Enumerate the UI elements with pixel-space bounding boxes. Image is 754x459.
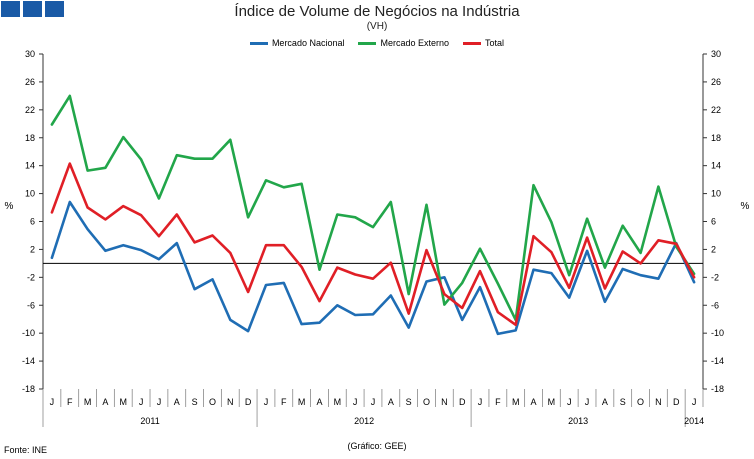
y-tick-label-right: -18 xyxy=(711,384,724,394)
chart-legend: Mercado Nacional Mercado Externo Total xyxy=(0,38,754,48)
x-tick-label: J xyxy=(157,397,162,407)
x-tick-label: M xyxy=(298,397,306,407)
year-label: 2013 xyxy=(568,416,588,426)
x-tick-label: O xyxy=(637,397,644,407)
y-tick-label-right: 22 xyxy=(711,105,721,115)
x-tick-label: F xyxy=(67,397,73,407)
year-label: 2011 xyxy=(140,416,159,426)
legend-label-externo: Mercado Externo xyxy=(380,38,450,48)
x-tick-label: J xyxy=(353,397,358,407)
x-tick-label: N xyxy=(655,397,662,407)
x-tick-label: N xyxy=(227,397,234,407)
legend-swatch-nacional xyxy=(249,41,268,45)
y-tick-label-left: -2 xyxy=(27,272,35,282)
x-tick-label: A xyxy=(174,397,180,407)
y-tick-label-right: 26 xyxy=(711,77,721,87)
y-tick-label-right: 18 xyxy=(711,133,721,143)
y-tick-label-left: 14 xyxy=(25,161,35,171)
x-tick-label: S xyxy=(406,397,412,407)
series-line-mercado-externo xyxy=(50,94,696,322)
x-tick-label: J xyxy=(139,397,144,407)
legend-item-nacional: Mercado Nacional xyxy=(249,38,345,48)
y-tick-label-right: -2 xyxy=(711,272,719,282)
y-tick-label-left: -14 xyxy=(22,356,35,366)
y-tick-label-right: -6 xyxy=(711,300,719,310)
x-tick-label: J xyxy=(478,397,483,407)
y-tick-label-right: -10 xyxy=(711,328,724,338)
source-note: Fonte: INE xyxy=(4,445,48,455)
y-tick-label-left: 18 xyxy=(25,133,35,143)
x-tick-label: M xyxy=(120,397,128,407)
x-tick-label: J xyxy=(371,397,376,407)
x-tick-label: J xyxy=(50,397,55,407)
logo-block-2 xyxy=(23,1,42,17)
x-tick-label: J xyxy=(567,397,572,407)
y-tick-label-right: 6 xyxy=(711,217,716,227)
y-tick-label-left: 30 xyxy=(25,49,35,59)
x-tick-label: N xyxy=(441,397,448,407)
y-tick-label-right: 10 xyxy=(711,189,721,199)
y-axis-label-left: % xyxy=(5,201,14,212)
year-label: 2014 xyxy=(684,416,704,426)
legend-item-externo: Mercado Externo xyxy=(358,38,449,48)
x-tick-label: D xyxy=(459,397,466,407)
y-tick-label-left: 2 xyxy=(30,244,35,254)
x-tick-label: D xyxy=(245,397,252,407)
y-tick-label-right: 2 xyxy=(711,244,716,254)
y-tick-label-left: -6 xyxy=(27,300,35,310)
x-tick-label: M xyxy=(84,397,92,407)
x-tick-label: A xyxy=(602,397,608,407)
legend-label-total: Total xyxy=(485,38,505,48)
y-tick-label-left: 6 xyxy=(30,217,35,227)
series-line-mercado-nacional xyxy=(50,200,696,336)
legend-item-total: Total xyxy=(463,38,504,48)
chart-title: Índice de Volume de Negócios na Indústri… xyxy=(234,3,520,20)
legend-swatch-total xyxy=(463,41,482,45)
x-tick-label: F xyxy=(281,397,287,407)
logo-block-1 xyxy=(1,1,20,17)
y-tick-label-left: -10 xyxy=(22,328,35,338)
x-tick-label: M xyxy=(512,397,520,407)
legend-swatch-externo xyxy=(358,41,377,45)
y-tick-label-left: 22 xyxy=(25,105,35,115)
y-tick-label-right: 30 xyxy=(711,49,721,59)
y-tick-label-right: -14 xyxy=(711,356,724,366)
x-tick-label: S xyxy=(620,397,626,407)
legend-label-nacional: Mercado Nacional xyxy=(271,38,345,48)
x-tick-label: A xyxy=(388,397,394,407)
y-tick-label-right: 14 xyxy=(711,161,721,171)
x-tick-label: O xyxy=(423,397,430,407)
x-tick-label: J xyxy=(264,397,269,407)
x-tick-label: J xyxy=(585,397,590,407)
y-tick-label-left: 26 xyxy=(25,77,35,87)
logo-block-3 xyxy=(45,1,64,17)
x-tick-label: A xyxy=(316,397,322,407)
x-tick-label: J xyxy=(692,397,697,407)
series-line-total xyxy=(50,162,696,327)
x-tick-label: M xyxy=(334,397,342,407)
y-axis-label-right: % xyxy=(741,201,750,212)
x-tick-label: A xyxy=(102,397,108,407)
x-tick-label: D xyxy=(673,397,680,407)
x-tick-label: A xyxy=(531,397,537,407)
y-tick-label-left: 10 xyxy=(25,189,35,199)
y-tick-label-left: -18 xyxy=(22,384,35,394)
chart-subtitle: (VH) xyxy=(366,21,388,32)
x-tick-label: S xyxy=(192,397,198,407)
year-label: 2012 xyxy=(354,416,374,426)
x-tick-label: M xyxy=(548,397,556,407)
x-tick-label: F xyxy=(495,397,501,407)
credit-note: (Gráfico: GEE) xyxy=(347,441,407,451)
x-tick-label: O xyxy=(209,397,216,407)
